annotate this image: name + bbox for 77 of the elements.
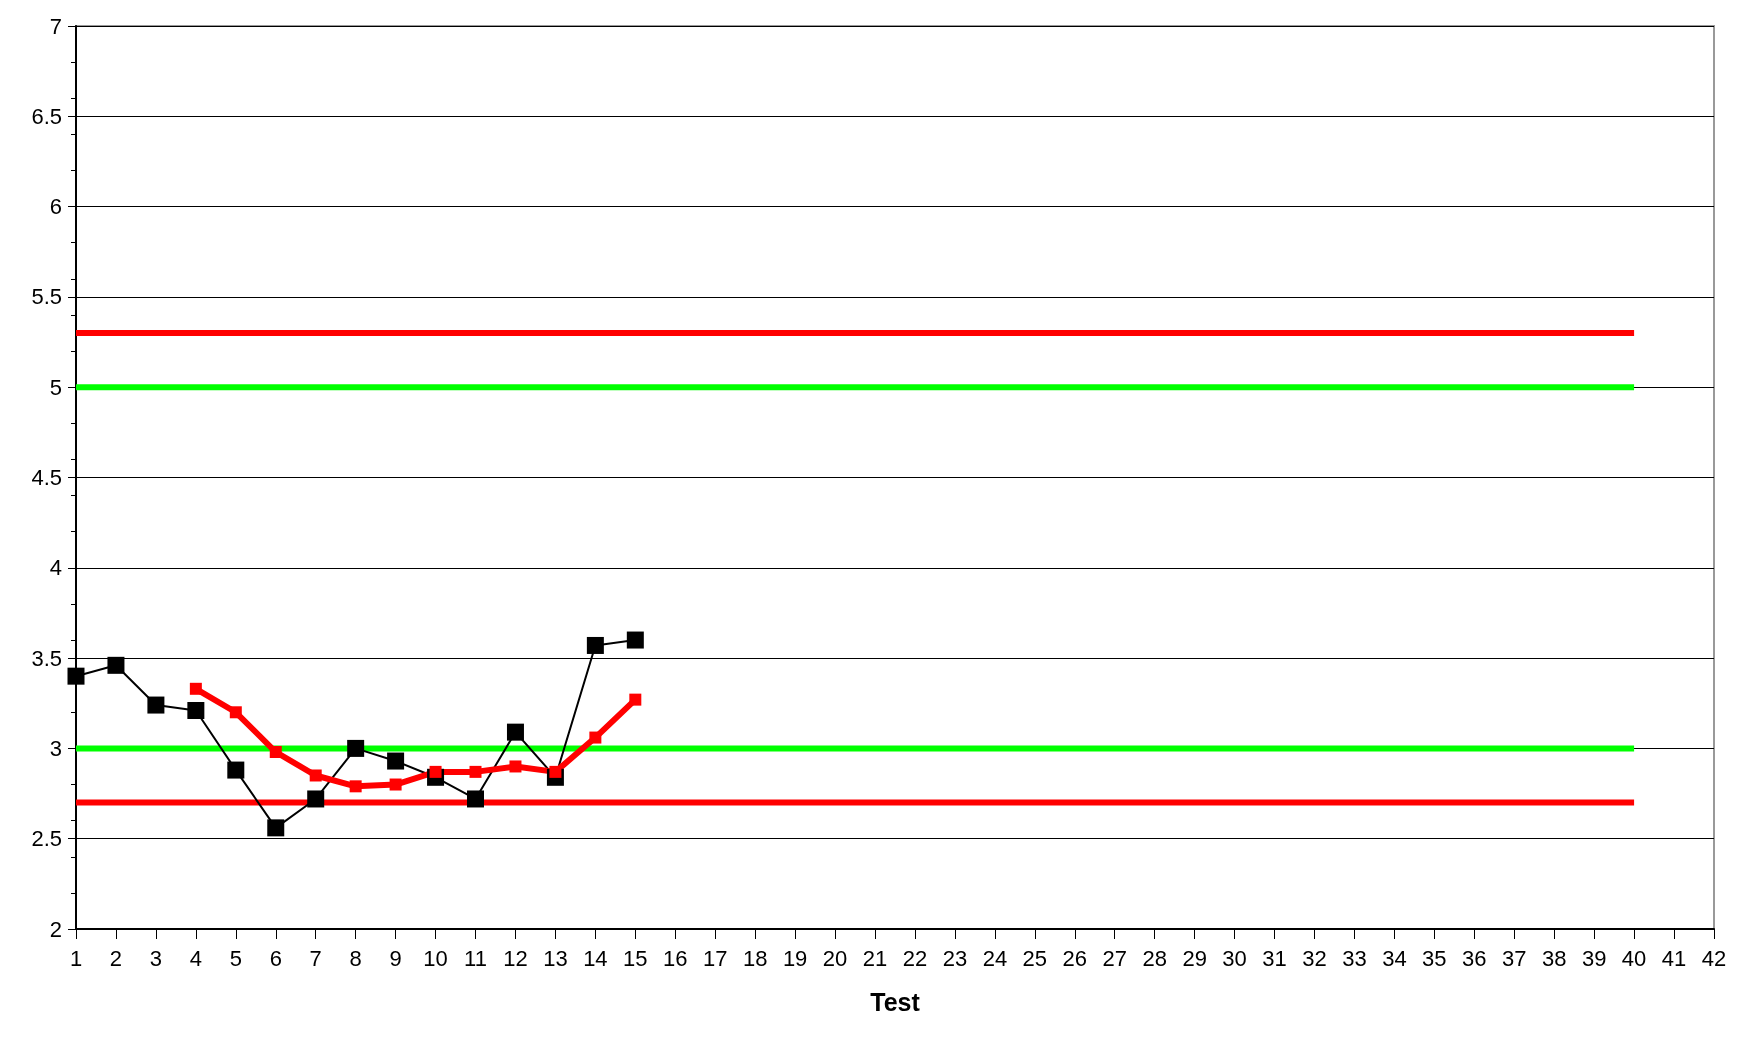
x-tick-label: 38 xyxy=(1541,945,1567,971)
x-tick-label: 35 xyxy=(1422,945,1447,971)
x-tick-label: 11 xyxy=(464,945,487,971)
x-tick-label: 25 xyxy=(1022,945,1048,971)
y-tick-label: 6.5 xyxy=(31,103,62,129)
point xyxy=(307,790,325,808)
point xyxy=(509,760,522,773)
y-tick-label: 3.5 xyxy=(31,645,62,671)
point xyxy=(586,636,604,654)
point xyxy=(67,667,85,685)
x-tick-label: 29 xyxy=(1182,945,1207,971)
x-tick-label: 31 xyxy=(1262,945,1287,971)
point xyxy=(267,819,285,837)
point xyxy=(467,790,485,808)
point xyxy=(227,761,245,779)
x-tick-label: 36 xyxy=(1462,945,1487,971)
x-tick-label: 13 xyxy=(543,945,568,971)
x-tick-label: 26 xyxy=(1062,945,1088,971)
y-tick-label: 2 xyxy=(49,916,62,942)
x-tick-label: 22 xyxy=(902,945,928,971)
y-tick-label: 6 xyxy=(49,194,62,220)
y-tick-label: 7 xyxy=(49,13,62,39)
x-tick-label: 8 xyxy=(349,945,362,971)
x-tick-label: 4 xyxy=(189,945,202,971)
point xyxy=(189,682,202,695)
x-tick-label: 41 xyxy=(1661,945,1687,971)
point xyxy=(309,769,322,782)
point xyxy=(269,746,282,759)
x-tick-label: 30 xyxy=(1222,945,1247,971)
point xyxy=(626,631,644,649)
point xyxy=(229,706,242,719)
x-tick-label: 39 xyxy=(1581,945,1607,971)
x-tick-label: 9 xyxy=(389,945,402,971)
x-tick-label: 24 xyxy=(982,945,1008,971)
point xyxy=(629,693,642,706)
y-tick-label: 5.5 xyxy=(31,284,62,310)
x-tick-label: 23 xyxy=(942,945,968,971)
x-tick-label: 1 xyxy=(69,945,83,971)
x-axis-title: Test xyxy=(870,987,921,1016)
x-tick-label: 2 xyxy=(109,945,123,971)
x-tick-label: 42 xyxy=(1701,945,1727,971)
point xyxy=(506,723,524,741)
y-tick-label: 4.5 xyxy=(31,465,62,490)
x-tick-label: 20 xyxy=(822,945,848,971)
x-tick-label: 14 xyxy=(583,945,608,971)
x-tick-label: 15 xyxy=(623,945,648,971)
x-tick-label: 10 xyxy=(423,945,448,971)
x-tick-label: 17 xyxy=(702,945,728,971)
x-tick-label: 16 xyxy=(663,945,688,971)
y-tick-label: 2.5 xyxy=(31,826,62,852)
y-tick-label: 4 xyxy=(49,555,62,581)
point xyxy=(469,765,482,778)
x-tick-label: 27 xyxy=(1102,945,1127,971)
point xyxy=(147,696,165,714)
x-tick-label: 34 xyxy=(1382,945,1407,971)
point xyxy=(187,701,205,719)
y-tick-label: 3 xyxy=(49,735,62,761)
x-tick-label: 28 xyxy=(1142,945,1167,971)
x-tick-label: 33 xyxy=(1342,945,1367,971)
x-tick-label: 21 xyxy=(862,945,888,971)
x-tick-label: 32 xyxy=(1302,945,1327,971)
x-tick-label: 40 xyxy=(1621,945,1647,971)
x-tick-label: 6 xyxy=(269,945,282,971)
x-tick-label: 18 xyxy=(742,945,768,971)
point xyxy=(387,752,405,770)
x-tick-label: 37 xyxy=(1502,945,1527,971)
y-tick-label: 5 xyxy=(49,374,62,400)
x-tick-label: 12 xyxy=(503,945,528,971)
point xyxy=(107,656,125,674)
point xyxy=(589,731,602,744)
x-tick-label: 3 xyxy=(149,945,163,971)
x-tick-label: 5 xyxy=(229,945,242,971)
point xyxy=(347,739,365,757)
x-tick-label: 7 xyxy=(309,945,322,971)
point xyxy=(349,780,362,793)
x-tick-label: 19 xyxy=(782,945,808,971)
point xyxy=(389,778,402,791)
